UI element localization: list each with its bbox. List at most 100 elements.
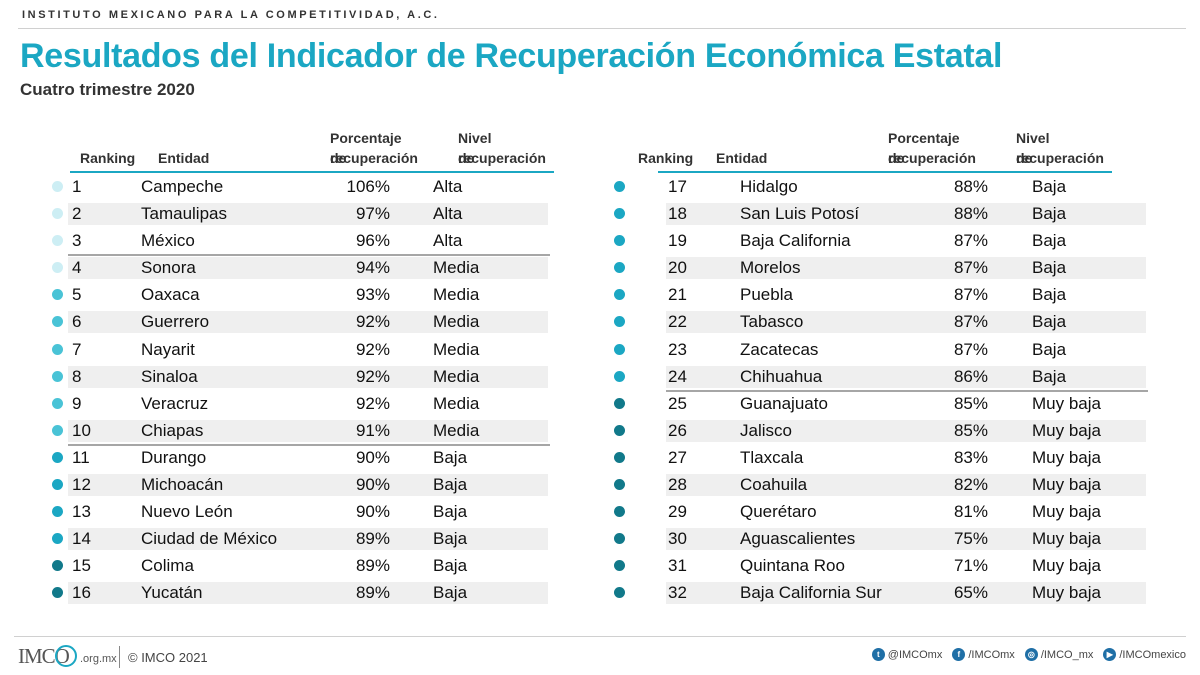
rank-cell: 21 bbox=[668, 285, 687, 305]
entity-cell: Sonora bbox=[141, 258, 196, 278]
row-shade bbox=[666, 474, 1146, 497]
percentage-cell: 89% bbox=[355, 583, 390, 603]
imco-logo: IMCO .org.mx bbox=[18, 644, 117, 670]
level-cell: Muy baja bbox=[1032, 447, 1101, 467]
row-shade bbox=[68, 365, 548, 388]
rank-cell: 30 bbox=[668, 529, 687, 549]
header-underline bbox=[658, 171, 1112, 173]
entity-cell: Hidalgo bbox=[740, 177, 798, 196]
percentage-cell: 85% bbox=[953, 420, 988, 440]
entity-cell: Oaxaca bbox=[141, 285, 200, 305]
percentage-cell: 92% bbox=[355, 366, 390, 386]
rank-cell: 3 bbox=[72, 231, 82, 251]
rank-cell: 23 bbox=[668, 339, 687, 359]
entity-cell: México bbox=[141, 231, 195, 251]
entity-cell: Yucatán bbox=[141, 583, 203, 603]
level-dot-icon bbox=[614, 235, 625, 247]
entity-cell: Quintana Roo bbox=[740, 556, 845, 576]
level-dot-icon bbox=[614, 289, 625, 301]
social-link[interactable]: t @IMCOmx bbox=[871, 648, 942, 661]
level-cell: Media bbox=[433, 312, 480, 332]
page-title: Resultados del Indicador de Recuperación… bbox=[20, 37, 1003, 75]
entity-cell: Tabasco bbox=[740, 312, 804, 332]
entity-cell: Campeche bbox=[141, 177, 224, 196]
percentage-cell: 82% bbox=[953, 475, 988, 495]
percentage-cell: 87% bbox=[953, 231, 988, 251]
level-separator bbox=[68, 254, 550, 257]
entity-cell: Morelos bbox=[740, 258, 801, 278]
level-dot-icon bbox=[614, 262, 625, 274]
level-dot-icon bbox=[52, 181, 63, 192]
youtube-icon: ▶ bbox=[1103, 648, 1117, 661]
percentage-cell: 90% bbox=[355, 447, 390, 467]
entity-cell: Aguascalientes bbox=[740, 529, 856, 549]
level-cell: Muy baja bbox=[1032, 529, 1101, 549]
entity-cell: Baja California Sur bbox=[740, 583, 882, 603]
page-subtitle: Cuatro trimestre 2020 bbox=[20, 80, 195, 99]
instagram-icon: ◎ bbox=[1024, 648, 1038, 661]
percentage-cell: 87% bbox=[953, 339, 988, 359]
entity-cell: Zacatecas bbox=[740, 339, 819, 359]
rank-cell: 11 bbox=[72, 447, 90, 467]
header-nivel-line2: recuperación bbox=[458, 150, 546, 166]
level-separator bbox=[68, 444, 550, 446]
rank-cell: 6 bbox=[72, 312, 82, 332]
entity-cell: Querétaro bbox=[740, 502, 817, 522]
rank-cell: 31 bbox=[668, 556, 687, 576]
level-cell: Baja bbox=[1032, 204, 1067, 224]
row-shade bbox=[68, 582, 548, 605]
percentage-cell: 96% bbox=[355, 231, 390, 251]
rank-cell: 7 bbox=[72, 339, 82, 359]
percentage-cell: 65% bbox=[953, 583, 988, 603]
entity-cell: Guerrero bbox=[141, 312, 210, 332]
copyright: © IMCO 2021 bbox=[128, 650, 208, 665]
level-dot-icon bbox=[52, 479, 63, 491]
percentage-cell: 88% bbox=[953, 177, 988, 196]
percentage-cell: 87% bbox=[953, 258, 988, 278]
level-cell: Baja bbox=[1032, 231, 1067, 251]
rank-cell: 10 bbox=[72, 420, 91, 440]
social-handle: /IMCO_mx bbox=[1040, 648, 1094, 661]
level-dot-icon bbox=[52, 424, 63, 436]
rank-cell: 16 bbox=[72, 583, 91, 603]
level-cell: Media bbox=[433, 258, 480, 278]
level-cell: Baja bbox=[1032, 258, 1067, 278]
entity-cell: Colima bbox=[141, 556, 194, 576]
social-link[interactable]: ◎/IMCO_mx bbox=[1024, 648, 1094, 661]
header-porcentaje-line1: Porcentaje de bbox=[888, 130, 960, 166]
rank-cell: 25 bbox=[668, 393, 687, 413]
level-dot-icon bbox=[614, 451, 625, 463]
social-link[interactable]: ▶/IMCOmexico bbox=[1103, 648, 1186, 661]
entity-cell: Nayarit bbox=[141, 339, 195, 359]
top-divider bbox=[18, 28, 1186, 29]
level-cell: Alta bbox=[433, 204, 463, 224]
entity-cell: Puebla bbox=[740, 285, 793, 305]
rank-cell: 12 bbox=[72, 475, 91, 495]
level-dot-icon bbox=[52, 289, 63, 301]
social-link[interactable]: f/IMCOmx bbox=[952, 648, 1015, 661]
level-dot-icon bbox=[614, 370, 625, 382]
row-shade bbox=[666, 365, 1146, 388]
header-entidad: Entidad bbox=[716, 150, 768, 166]
level-dot-icon bbox=[52, 208, 63, 220]
entity-cell: Chihuahua bbox=[740, 366, 823, 386]
entity-cell: Durango bbox=[141, 447, 207, 467]
rank-cell: 29 bbox=[668, 502, 687, 522]
level-cell: Muy baja bbox=[1032, 393, 1101, 413]
bottom-divider bbox=[14, 636, 1186, 637]
rank-cell: 13 bbox=[72, 502, 91, 522]
percentage-cell: 93% bbox=[355, 285, 390, 305]
level-dot-icon bbox=[614, 208, 625, 220]
level-dot-icon bbox=[614, 506, 625, 518]
level-cell: Baja bbox=[433, 556, 468, 576]
percentage-cell: 92% bbox=[355, 312, 390, 332]
level-dot-icon bbox=[614, 343, 625, 355]
facebook-icon: f bbox=[952, 648, 966, 661]
level-cell: Alta bbox=[433, 177, 463, 196]
percentage-cell: 86% bbox=[953, 366, 988, 386]
rank-cell: 8 bbox=[72, 366, 82, 386]
level-cell: Baja bbox=[1032, 366, 1067, 386]
percentage-cell: 92% bbox=[355, 393, 390, 413]
twitter-icon: t bbox=[871, 648, 885, 661]
row-shade bbox=[68, 474, 548, 497]
